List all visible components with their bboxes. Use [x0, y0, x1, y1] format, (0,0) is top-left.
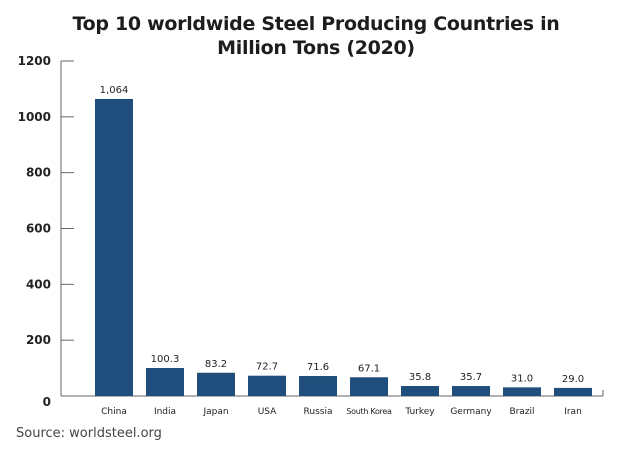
source-note: Source: worldsteel.org — [16, 426, 162, 441]
data-label: 31.0 — [511, 373, 533, 384]
chart-title-line-1: Top 10 worldwide Steel Producing Countri… — [72, 13, 560, 35]
data-label: 100.3 — [151, 354, 180, 365]
bar-south-korea — [350, 377, 388, 396]
x-tick-label: Japan — [202, 407, 228, 417]
axes — [60, 60, 604, 397]
bar-iran — [554, 387, 592, 396]
bar-india — [146, 367, 184, 396]
bar-turkey — [401, 386, 439, 396]
y-tick-label: 0 — [43, 395, 51, 409]
bar-brazil — [503, 387, 541, 396]
x-tick-label: Russia — [304, 407, 333, 417]
labels: 0 200 400 600 800 1000 1200 1,064 China 100.3 Indi… — [18, 54, 585, 417]
bar-russia — [299, 376, 337, 396]
x-tick-label: USA — [258, 407, 277, 417]
x-tick-label: Germany — [450, 407, 492, 417]
y-tick-label: 200 — [26, 333, 51, 347]
y-tick-label: 600 — [26, 222, 51, 236]
y-tick-label: 800 — [26, 166, 51, 180]
data-label: 29.0 — [562, 374, 584, 385]
data-label: 35.7 — [460, 372, 482, 383]
bar-usa — [248, 375, 286, 396]
x-tick-label: South Korea — [346, 407, 392, 416]
y-tick-label: 1000 — [18, 110, 51, 124]
data-label: 71.6 — [307, 362, 329, 373]
data-label: 72.7 — [256, 362, 278, 373]
x-tick-label: India — [154, 407, 176, 417]
bar-china — [95, 98, 133, 396]
bar-japan — [197, 372, 235, 396]
chart-title-line-2: Million Tons (2020) — [217, 37, 415, 59]
data-label: 83.2 — [205, 359, 227, 370]
bar-germany — [452, 386, 490, 396]
data-label: 35.8 — [409, 372, 431, 383]
x-tick-label: Turkey — [404, 407, 435, 417]
data-label: 67.1 — [358, 363, 380, 374]
bars — [95, 98, 592, 396]
x-tick-label: China — [101, 407, 127, 417]
y-tick-label: 400 — [26, 277, 51, 291]
data-label: 1,064 — [100, 85, 129, 96]
x-tick-label: Brazil — [509, 407, 534, 417]
chart-title: Top 10 worldwide Steel Producing Countri… — [0, 12, 632, 60]
y-tick-label: 1200 — [18, 54, 51, 68]
x-tick-label: Iran — [564, 407, 582, 417]
